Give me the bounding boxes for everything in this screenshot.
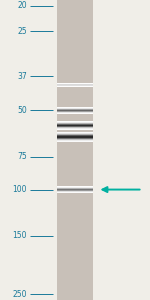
Text: 250: 250 <box>12 290 27 299</box>
Bar <box>57 0 93 300</box>
Text: 20: 20 <box>17 1 27 10</box>
Text: 25: 25 <box>17 27 27 36</box>
Text: 50: 50 <box>17 106 27 115</box>
Text: 75: 75 <box>17 152 27 161</box>
Text: 37: 37 <box>17 71 27 80</box>
Text: 100: 100 <box>12 185 27 194</box>
Text: 150: 150 <box>12 231 27 240</box>
